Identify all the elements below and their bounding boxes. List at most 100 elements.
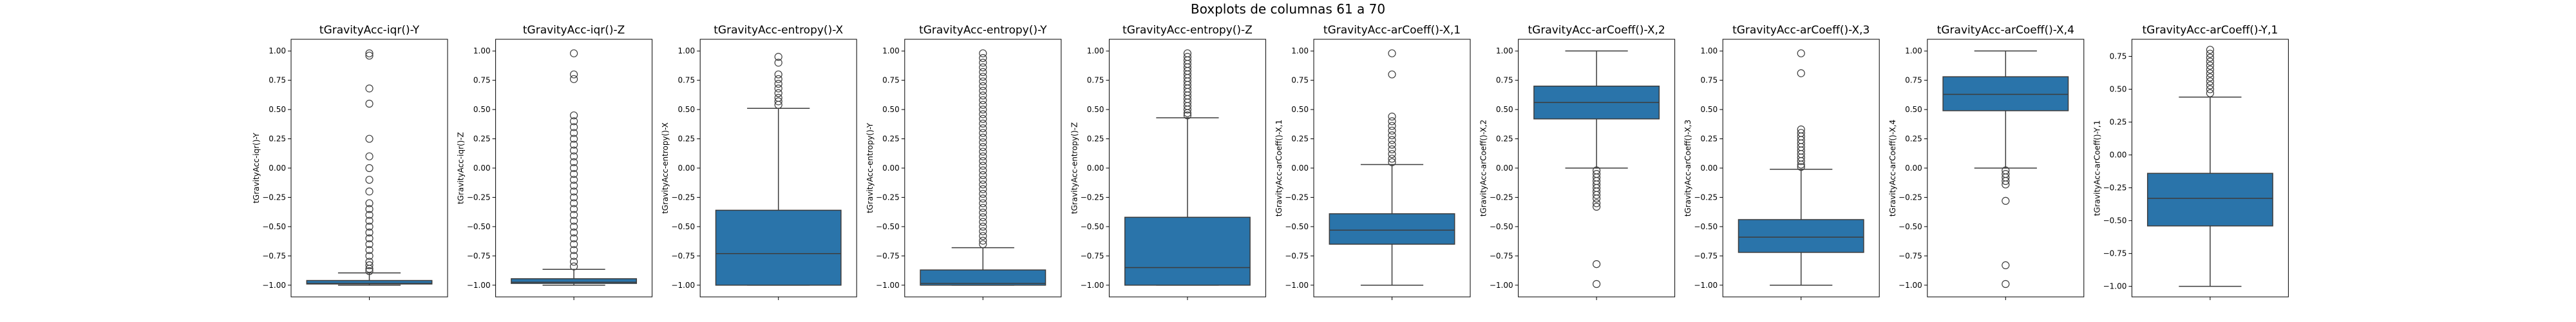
outlier-point [569,70,578,79]
y-tick-label: 0.00 [1291,164,1309,173]
outlier-point [569,158,578,167]
y-tick-label: −1.00 [1899,281,1922,290]
y-tick-label: −0.25 [671,193,695,202]
outlier-point [2206,53,2214,62]
subplot-title: tGravityAcc-iqr()-Z [523,24,625,37]
outlier-point [1797,156,1805,166]
y-tick-label: 0.00 [1087,164,1104,173]
outlier-point [569,169,578,178]
y-tick-label: −0.50 [1285,222,1309,231]
outlier-point [979,59,987,67]
outlier-point [569,146,578,155]
y-tick-label: −0.25 [1490,193,1513,202]
y-tick-label: 0.50 [2110,85,2127,94]
y-axis-label: tGravityAcc-iqr()-Z [457,132,466,204]
outlier-point [979,96,987,104]
y-tick-label: 0.25 [2110,118,2127,127]
axes-frame [2131,39,2289,298]
y-tick-label: −0.50 [467,222,491,231]
subplot-7: tGravityAcc-arCoeff()-X,2 −1.00 −0.75 −0.50… [1479,24,1676,300]
outlier-point [1593,260,1601,269]
y-tick-label: −0.75 [671,251,695,260]
outlier-point [774,53,782,61]
outlier-point [1388,140,1396,149]
outlier-point [979,180,987,189]
y-axis-label: tGravityAcc-iqr()-Y [252,133,261,204]
y-tick-label: 1.00 [1291,46,1309,55]
outlier-point [365,252,374,260]
outlier-point [365,216,374,225]
axes-frame [699,39,857,298]
outlier-point [1797,69,1805,77]
outlier-point [569,240,578,249]
outlier-point [979,110,987,118]
outlier-point [365,164,374,173]
outlier-point [979,53,987,62]
outlier-point [979,73,987,81]
iqr-box [920,269,1046,286]
iqr-box [1942,76,2069,111]
outlier-point [1593,279,1601,289]
subplot-4: tGravityAcc-entropy()-Y −1.00 −0.75 −0.50 −0… [866,24,1062,300]
outlier-point [979,156,987,166]
axes-frame [1927,39,2085,298]
y-tick-label: 0.50 [473,105,491,114]
y-tick-label: 0.50 [1087,105,1104,114]
outlier-point [1183,105,1192,114]
outlier-point [2002,180,2010,189]
outlier-point [569,140,578,149]
y-tick-label: 0.25 [1700,135,1718,144]
y-tick-label: 0.75 [882,76,900,85]
outlier-point [569,176,578,184]
outlier-point [569,262,578,270]
outlier-point [1183,109,1192,117]
outlier-point [569,75,578,83]
subplot-10: tGravityAcc-arCoeff()-Y,1 −1.00 −0.75 −0.50… [2092,24,2289,300]
outlier-point [1388,150,1396,158]
y-tick-label: −0.50 [876,222,900,231]
outlier-point [979,68,987,77]
outlier-point [569,182,578,190]
y-tick-label: −0.25 [467,193,491,202]
outlier-point [979,138,987,147]
subplot-8: tGravityAcc-arCoeff()-X,3 −1.00 −0.75 −0.50… [1683,24,1880,300]
y-tick-label: 0.00 [1496,164,1513,173]
outlier-point [365,99,374,108]
outlier-point [979,232,987,240]
outlier-point [365,199,374,207]
y-tick-label: 1.00 [882,46,900,55]
outlier-point [1388,155,1396,163]
outlier-point [979,176,987,184]
outlier-point [365,267,374,276]
outlier-point [569,258,578,266]
y-tick-label: −0.75 [467,251,491,260]
y-tick-label: −1.00 [467,281,491,290]
outlier-point [979,82,987,90]
y-tick-label: 0.00 [2110,151,2127,160]
y-tick-label: 0.50 [269,105,286,114]
y-tick-label: 0.00 [473,164,491,173]
axes-frame [1518,39,1676,298]
y-tick-label: −0.75 [1490,251,1513,260]
outlier-point [774,70,782,79]
y-tick-label: 0.00 [1700,164,1718,173]
y-axis-label: tGravityAcc-arCoeff()-X,1 [1274,120,1283,216]
y-tick-label: 1.00 [1496,46,1513,55]
iqr-box [511,278,638,284]
outlier-point [979,133,987,142]
outlier-point [365,234,374,243]
outlier-point [979,171,987,180]
y-tick-label: −1.00 [262,281,286,290]
outlier-point [979,91,987,100]
y-tick-label: −0.50 [1081,222,1104,231]
outlier-point [365,240,374,249]
outlier-point [2206,73,2214,82]
outlier-point [979,129,987,137]
y-tick-label: −0.50 [262,222,286,231]
y-tick-label: 0.00 [882,164,900,173]
y-tick-label: −0.50 [1694,222,1718,231]
y-tick-label: −0.75 [1899,251,1922,260]
y-tick-label: 1.00 [1905,46,1922,55]
outlier-point [1388,145,1396,154]
